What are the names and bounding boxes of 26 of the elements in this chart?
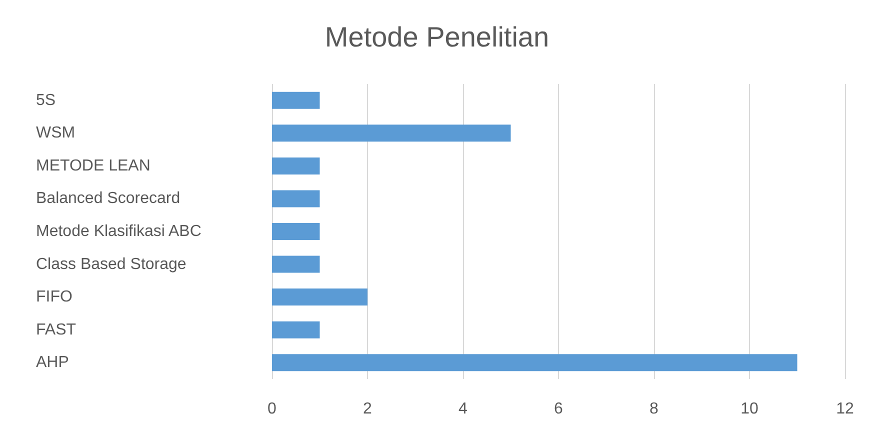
y-tick-label: 5S (36, 92, 56, 109)
y-tick-label: Balanced Scorecard (36, 190, 180, 208)
y-tick-label: WSM (36, 124, 76, 142)
y-tick-label: Class Based Storage (36, 256, 186, 273)
x-tick-label: 2 (363, 400, 372, 418)
x-tick-label: 12 (836, 400, 854, 418)
bar (272, 92, 320, 109)
bar (272, 190, 320, 208)
bar (272, 223, 320, 240)
bar (272, 256, 320, 273)
bar (272, 124, 511, 142)
x-tick-label: 4 (458, 400, 468, 418)
bar (272, 288, 368, 306)
x-tick-label: 8 (650, 400, 659, 418)
y-tick-label: FAST (36, 321, 76, 338)
x-tick-label: 6 (554, 400, 564, 418)
chart-title: Metode Penelitian (324, 22, 550, 52)
x-tick-label: 10 (740, 400, 758, 418)
bar (272, 321, 320, 338)
y-tick-label: Metode Klasifikasi ABC (36, 223, 202, 240)
y-tick-label: AHP (36, 354, 69, 372)
y-tick-label: FIFO (36, 288, 72, 306)
bar (272, 157, 320, 174)
y-tick-label: METODE LEAN (36, 157, 150, 174)
bar (272, 354, 798, 372)
x-tick-label: 0 (268, 400, 277, 418)
